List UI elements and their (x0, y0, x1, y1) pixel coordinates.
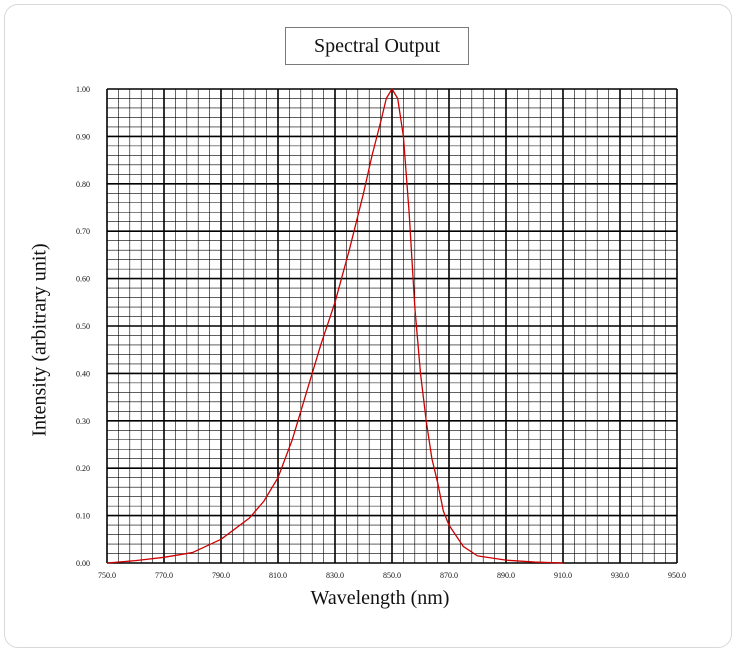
y-tick-label: 0.90 (76, 132, 90, 141)
y-axis-label: Intensity (arbitrary unit) (28, 243, 51, 437)
x-tick-label: 890.0 (497, 571, 515, 580)
y-tick-label: 0.40 (76, 369, 90, 378)
spectral-curve (106, 88, 564, 564)
y-tick-label: 0.50 (76, 322, 90, 331)
x-tick-label: 850.0 (383, 571, 401, 580)
x-axis-label: Wavelength (nm) (310, 587, 450, 609)
chart-title: Spectral Output (285, 27, 469, 65)
y-tick-label: 0.60 (76, 275, 90, 284)
x-tick-label: 910.0 (554, 571, 572, 580)
y-tick-label: 0.30 (76, 417, 90, 426)
y-tick-label: 0.00 (76, 559, 90, 568)
x-tick-label: 870.0 (440, 571, 458, 580)
y-tick-label: 0.80 (76, 180, 90, 189)
y-tick-label: 1.00 (76, 85, 90, 94)
x-tick-label: 770.0 (155, 571, 173, 580)
y-tick-label: 0.20 (76, 464, 90, 473)
y-tick-label: 0.10 (76, 512, 90, 521)
x-tick-label: 810.0 (269, 571, 287, 580)
x-tick-label: 790.0 (212, 571, 230, 580)
x-tick-label: 930.0 (611, 571, 629, 580)
x-tick-label: 950.0 (668, 571, 686, 580)
x-tick-label: 830.0 (326, 571, 344, 580)
x-tick-label: 750.0 (98, 571, 116, 580)
y-tick-label: 0.70 (76, 227, 90, 236)
